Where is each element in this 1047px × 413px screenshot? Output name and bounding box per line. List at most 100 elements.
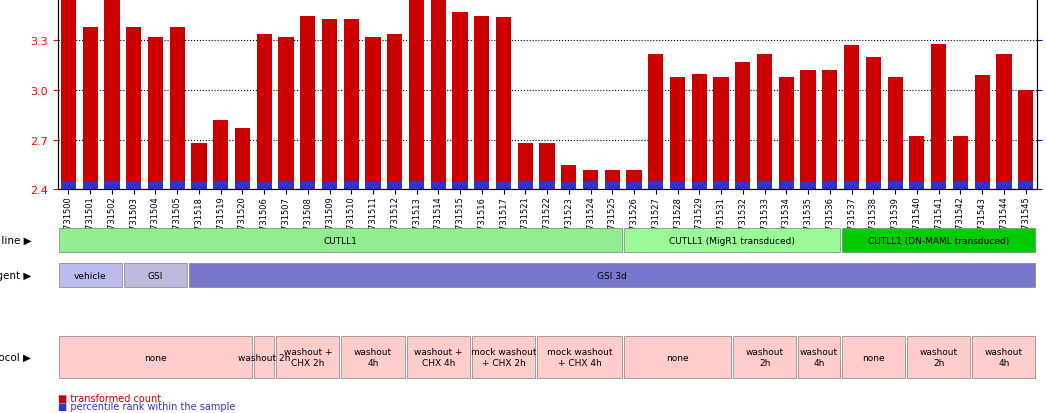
Bar — [365, 182, 381, 190]
Bar — [452, 182, 468, 190]
Text: none: none — [144, 353, 166, 362]
Bar — [148, 182, 163, 190]
Bar — [214, 121, 228, 190]
Bar — [605, 182, 620, 190]
Bar — [1018, 182, 1033, 190]
Bar — [757, 55, 773, 190]
Bar — [279, 38, 293, 190]
Bar — [474, 182, 489, 190]
Bar — [321, 20, 337, 190]
Text: protocol ▶: protocol ▶ — [0, 352, 31, 362]
Bar — [496, 182, 511, 190]
FancyBboxPatch shape — [798, 337, 840, 377]
Bar — [692, 182, 707, 190]
Bar — [953, 137, 968, 190]
Bar — [975, 76, 989, 190]
Bar — [583, 170, 598, 190]
Bar — [61, 0, 76, 190]
Text: washout
2h: washout 2h — [745, 347, 783, 367]
Bar — [430, 0, 446, 190]
Bar — [735, 182, 751, 190]
Bar — [713, 182, 729, 190]
Text: washout 2h: washout 2h — [238, 353, 290, 362]
Bar — [626, 170, 642, 190]
Bar — [866, 58, 881, 190]
FancyBboxPatch shape — [276, 337, 339, 377]
Bar — [126, 182, 141, 190]
Bar — [779, 78, 794, 190]
Text: washout
2h: washout 2h — [919, 347, 958, 367]
Bar — [626, 182, 642, 190]
Bar — [648, 182, 664, 190]
Bar — [539, 182, 555, 190]
Bar — [692, 74, 707, 190]
Bar — [801, 71, 816, 190]
Bar — [844, 182, 860, 190]
Text: GSI: GSI — [148, 271, 163, 280]
Text: cell line ▶: cell line ▶ — [0, 235, 31, 246]
Bar — [430, 182, 446, 190]
FancyBboxPatch shape — [624, 337, 731, 377]
Text: vehicle: vehicle — [74, 271, 107, 280]
Bar — [866, 182, 881, 190]
FancyBboxPatch shape — [973, 337, 1035, 377]
FancyBboxPatch shape — [842, 228, 1035, 253]
Bar — [909, 182, 925, 190]
Bar — [148, 38, 163, 190]
FancyBboxPatch shape — [537, 337, 622, 377]
FancyBboxPatch shape — [124, 263, 187, 288]
Bar — [648, 55, 664, 190]
Bar — [170, 28, 185, 190]
Bar — [561, 165, 577, 190]
Bar — [713, 78, 729, 190]
Bar — [779, 182, 794, 190]
Bar — [496, 18, 511, 190]
FancyBboxPatch shape — [254, 337, 274, 377]
Bar — [83, 28, 97, 190]
Bar — [343, 20, 359, 190]
Text: ■ percentile rank within the sample: ■ percentile rank within the sample — [58, 401, 235, 411]
Bar — [235, 129, 250, 190]
Bar — [670, 182, 685, 190]
Bar — [214, 182, 228, 190]
Bar — [517, 144, 533, 190]
Text: washout +
CHX 4h: washout + CHX 4h — [414, 347, 463, 367]
Bar — [279, 182, 293, 190]
Bar — [822, 71, 838, 190]
Text: mock washout
+ CHX 2h: mock washout + CHX 2h — [471, 347, 536, 367]
Bar — [452, 13, 468, 190]
Text: washout
4h: washout 4h — [800, 347, 838, 367]
Bar — [409, 0, 424, 190]
FancyBboxPatch shape — [624, 228, 840, 253]
Bar — [83, 182, 97, 190]
Bar — [321, 182, 337, 190]
Text: CUTLL1 (DN-MAML transduced): CUTLL1 (DN-MAML transduced) — [868, 236, 1009, 245]
Bar — [539, 144, 555, 190]
Bar — [822, 182, 838, 190]
Bar — [953, 182, 968, 190]
Bar — [474, 17, 489, 190]
Text: none: none — [862, 353, 885, 362]
Bar — [1018, 91, 1033, 190]
Bar — [561, 182, 577, 190]
Bar — [192, 144, 206, 190]
Text: washout
4h: washout 4h — [354, 347, 392, 367]
Bar — [365, 38, 381, 190]
Bar — [170, 182, 185, 190]
FancyBboxPatch shape — [59, 263, 121, 288]
FancyBboxPatch shape — [59, 337, 252, 377]
Bar — [257, 182, 272, 190]
Text: CUTLL1 (MigR1 transduced): CUTLL1 (MigR1 transduced) — [669, 236, 795, 245]
FancyBboxPatch shape — [733, 337, 796, 377]
Bar — [735, 63, 751, 190]
Bar — [257, 35, 272, 190]
Bar — [931, 182, 946, 190]
Bar — [300, 17, 315, 190]
FancyBboxPatch shape — [406, 337, 470, 377]
FancyBboxPatch shape — [472, 337, 535, 377]
Bar — [61, 182, 76, 190]
Bar — [235, 182, 250, 190]
Text: none: none — [666, 353, 689, 362]
Bar — [909, 137, 925, 190]
Bar — [387, 35, 402, 190]
